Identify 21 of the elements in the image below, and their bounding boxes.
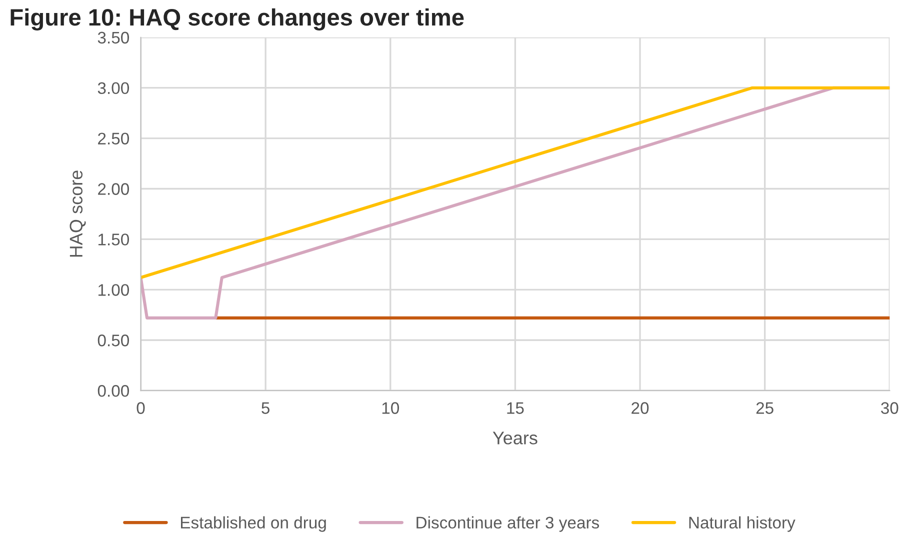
legend-label: Natural history [689, 516, 796, 532]
x-tick-label: 15 [507, 402, 524, 414]
chart-title: Figure 10: HAQ score changes over time [10, 8, 464, 30]
y-tick-label: 2.50 [98, 132, 129, 145]
legend-label: Established on drug [180, 516, 326, 532]
y-tick-label: 2.00 [98, 183, 129, 195]
legend-label: Discontinue after 3 years [416, 516, 600, 532]
x-axis-title: Years [492, 432, 538, 444]
y-tick-label: 3.50 [98, 32, 129, 44]
x-tick-label: 5 [262, 402, 270, 414]
x-tick-label: 10 [382, 402, 400, 414]
y-tick-label: 1.50 [98, 234, 129, 246]
y-tick-label: 0.50 [98, 334, 129, 346]
y-axis-title: HAQ score [70, 170, 86, 257]
y-tick-label: 1.00 [98, 284, 129, 296]
x-tick-label: 20 [632, 402, 649, 414]
y-tick-label: 0.00 [98, 385, 129, 397]
y-tick-label: 3.00 [98, 82, 129, 94]
x-tick-label: 30 [881, 402, 898, 414]
x-tick-label: 25 [756, 402, 774, 414]
x-tick-label: 0 [136, 402, 145, 414]
